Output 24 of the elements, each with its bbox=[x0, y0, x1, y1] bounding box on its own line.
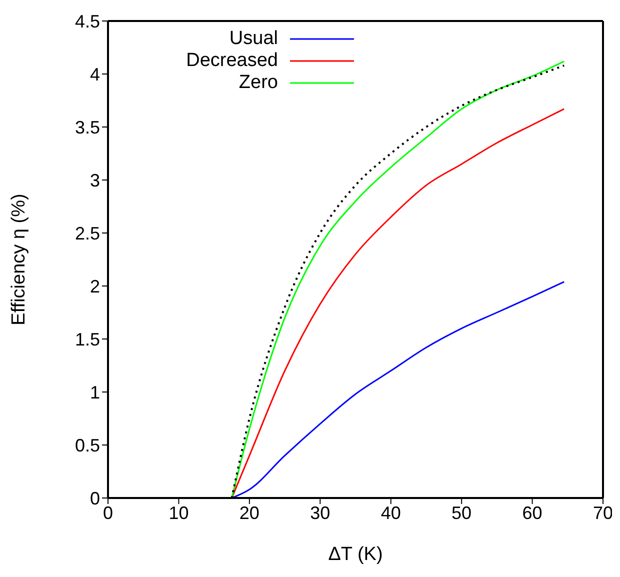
legend-label: Zero bbox=[238, 72, 278, 94]
y-tick-label: 1 bbox=[90, 382, 100, 402]
y-tick-label: 4.5 bbox=[74, 11, 100, 32]
y-tick-label: 0.5 bbox=[74, 435, 100, 456]
y-tick-label: 3 bbox=[90, 170, 100, 190]
x-tick-label: 50 bbox=[452, 502, 472, 523]
y-tick-label: 0 bbox=[90, 488, 100, 508]
x-tick-label: 40 bbox=[380, 502, 401, 523]
y-tick-label: 2.5 bbox=[74, 223, 100, 244]
y-tick-label: 2 bbox=[90, 276, 100, 296]
x-tick-label: 10 bbox=[168, 502, 189, 523]
x-tick-label: 20 bbox=[239, 502, 260, 523]
y-tick-label: 3.5 bbox=[74, 117, 100, 138]
x-tick-label: 60 bbox=[522, 502, 542, 523]
legend-label: Usual bbox=[229, 28, 278, 50]
x-tick-label: 30 bbox=[310, 502, 330, 523]
x-tick-label: 0 bbox=[102, 502, 114, 523]
y-axis-title: Efficiency η (%) bbox=[8, 194, 30, 326]
legend-label: Decreased bbox=[186, 50, 278, 72]
x-tick-label: 70 bbox=[592, 502, 614, 523]
x-axis-title: ΔT (K) bbox=[328, 544, 383, 565]
line-series bbox=[231, 281, 565, 498]
y-tick-label: 1.5 bbox=[74, 329, 100, 350]
y-tick-label: 4 bbox=[90, 64, 100, 84]
